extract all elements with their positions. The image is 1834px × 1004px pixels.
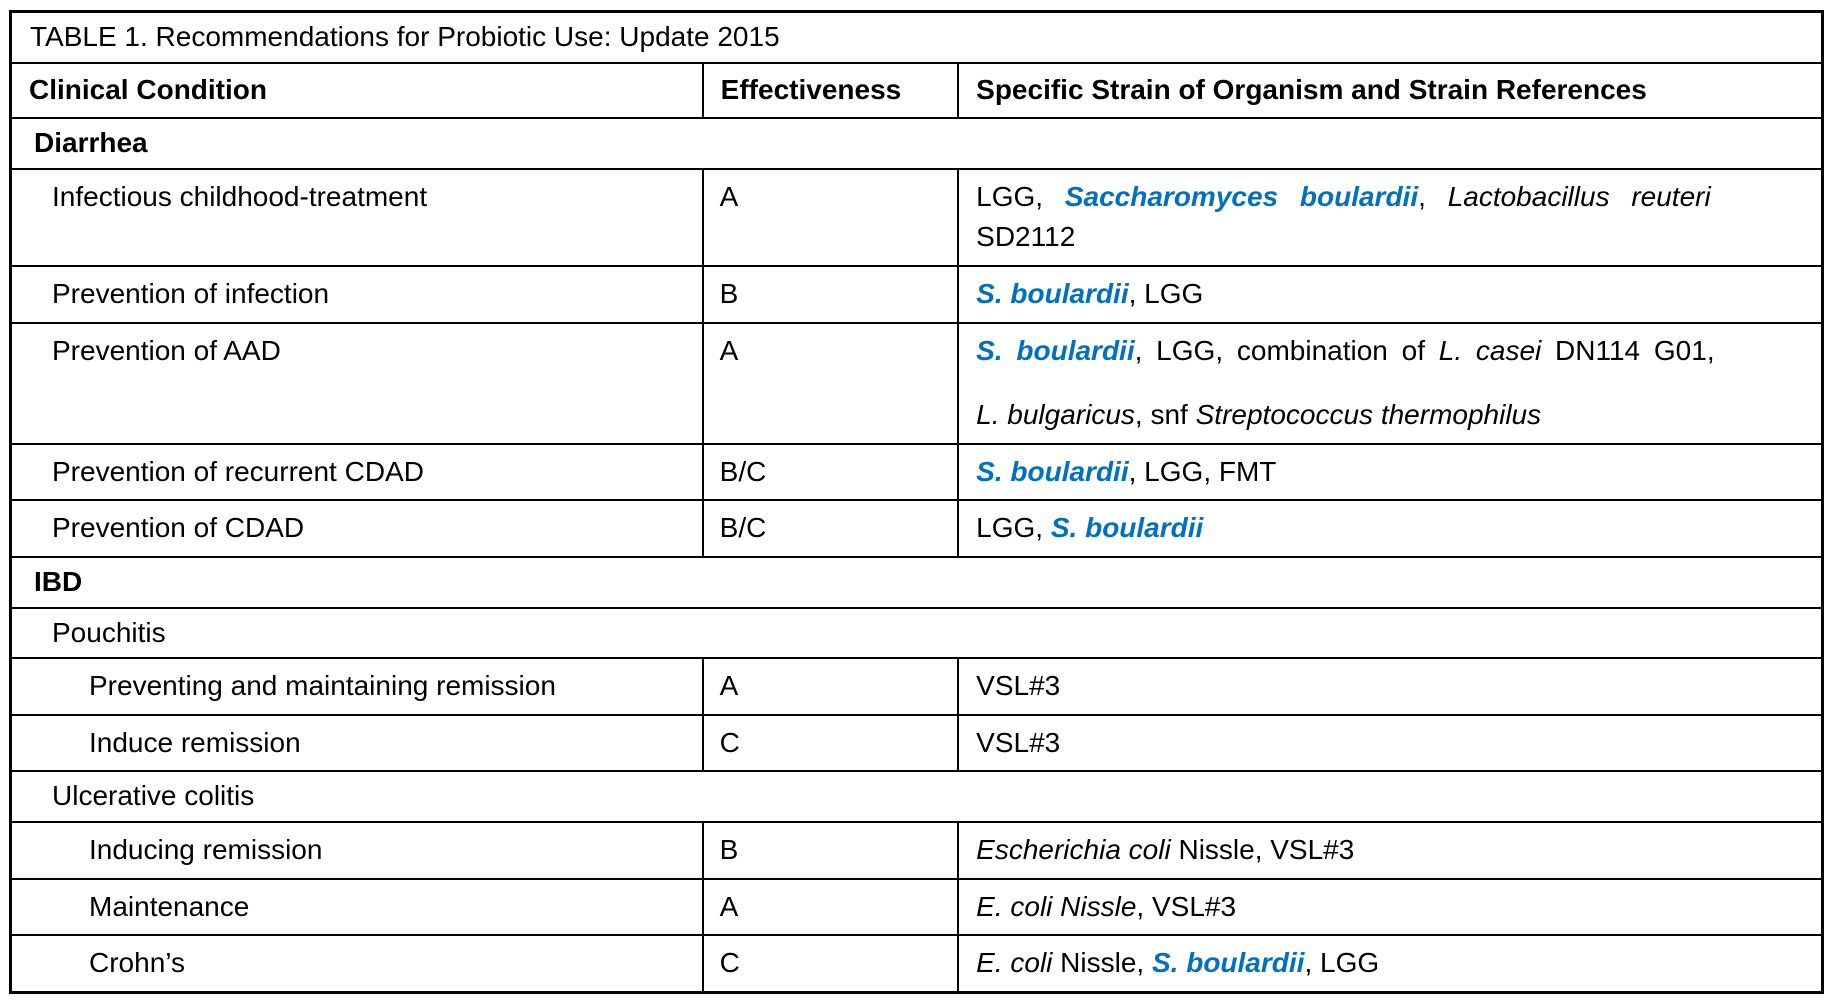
table-row: Induce remission C VSL#3	[9, 713, 1824, 773]
effectiveness-cell: A	[701, 877, 960, 937]
table-title-row: TABLE 1. Recommendations for Probiotic U…	[9, 10, 1824, 64]
section-label: Ulcerative colitis	[9, 770, 1824, 823]
strain-text: , LGG, combination of	[1134, 334, 1439, 366]
condition-cell: Inducing remission	[9, 820, 704, 880]
section-row: Ulcerative colitis	[9, 770, 1824, 823]
strain-name-highlighted: S. boulardii	[976, 455, 1129, 487]
column-header-effectiveness: Effectiveness	[701, 61, 960, 120]
strain-text: LGG,	[976, 512, 1051, 544]
strains-cell: Escherichia coli Nissle, VSL#3	[957, 820, 1824, 880]
strain-name-italic: Lactobacillus reuteri	[1447, 180, 1711, 212]
condition-cell: Induce remission	[9, 713, 704, 773]
strain-name-highlighted: S. boulardii	[1151, 947, 1305, 979]
strain-name-italic: Escherichia coli	[976, 833, 1171, 865]
table-row: Maintenance A E. coli Nissle, VSL#3	[9, 877, 1824, 937]
section-label: Diarrhea	[9, 117, 1824, 170]
column-header-specific-strain: Specific Strain of Organism and Strain R…	[957, 61, 1824, 120]
strains-cell: VSL#3	[957, 657, 1824, 716]
strain-text: SD2112	[976, 221, 1076, 253]
strain-name-highlighted: S. boulardii	[976, 277, 1129, 309]
strains-line: E. coli Nissle, S. boulardii, LGG	[976, 943, 1807, 984]
strain-text: VSL#3	[976, 670, 1061, 702]
strain-text: LGG,	[976, 180, 1065, 212]
strain-text: , LGG	[1128, 277, 1204, 309]
condition-cell: Infectious childhood-treatment	[9, 167, 704, 267]
strain-text: , LGG, FMT	[1128, 455, 1277, 487]
section-label: Pouchitis	[9, 606, 1824, 660]
section-label: IBD	[9, 555, 1824, 609]
table-row: Prevention of AAD A S. boulardii, LGG, com…	[9, 321, 1824, 445]
effectiveness-cell: A	[701, 657, 960, 716]
strain-text: VSL#3	[976, 726, 1061, 758]
table-row: Infectious childhood-treatment A LGG, Sacc…	[9, 167, 1824, 267]
effectiveness-cell: C	[701, 934, 960, 994]
strains-line: S. boulardii, LGG, FMT	[976, 452, 1807, 493]
strain-text: ,	[1418, 180, 1448, 212]
effectiveness-cell: A	[701, 167, 960, 267]
section-row: Diarrhea	[9, 117, 1824, 170]
strains-line: Escherichia coli Nissle, VSL#3	[976, 830, 1807, 871]
strain-text: , VSL#3	[1136, 890, 1237, 922]
condition-cell: Maintenance	[9, 877, 704, 937]
section-row: Pouchitis	[9, 606, 1824, 660]
strains-cell: LGG, S. boulardii	[957, 499, 1824, 558]
effectiveness-cell: C	[701, 713, 960, 773]
strains-line: S. boulardii, LGG, combination of L. cas…	[976, 331, 1807, 372]
condition-cell: Prevention of CDAD	[9, 499, 704, 558]
strain-name-italic: L. bulgaricus	[976, 399, 1135, 431]
effectiveness-cell: B/C	[701, 499, 960, 558]
strain-name-italic: L. casei	[1438, 334, 1542, 366]
strain-name-highlighted: S. boulardii	[976, 334, 1135, 366]
strains-cell: S. boulardii, LGG, FMT	[957, 442, 1824, 502]
strains-cell: LGG, Saccharomyces boulardii, Lactobacil…	[957, 167, 1824, 267]
table-title: TABLE 1. Recommendations for Probiotic U…	[9, 10, 1824, 64]
effectiveness-cell: B	[701, 264, 960, 324]
strain-name-highlighted: S. boulardii	[1050, 512, 1204, 544]
effectiveness-cell: A	[701, 321, 960, 445]
column-header-clinical-condition: Clinical Condition	[9, 61, 704, 120]
strain-name-highlighted: Saccharomyces boulardii	[1064, 180, 1419, 212]
condition-cell: Prevention of AAD	[9, 321, 704, 445]
strains-line: LGG, S. boulardii	[976, 508, 1807, 549]
strains-cell: E. coli Nissle, S. boulardii, LGG	[957, 934, 1824, 994]
strains-line: S. boulardii, LGG	[976, 274, 1807, 315]
strains-line: L. bulgaricus, snf Streptococcus thermop…	[976, 395, 1807, 436]
strain-name-italic: Streptococcus thermophilus	[1195, 399, 1542, 431]
strains-cell: E. coli Nissle, VSL#3	[957, 877, 1824, 937]
table-row: Preventing and maintaining remission A VSL…	[9, 657, 1824, 716]
strains-cell: S. boulardii, LGG	[957, 264, 1824, 324]
effectiveness-cell: B	[701, 820, 960, 880]
strains-line: LGG, Saccharomyces boulardii, Lactobacil…	[976, 177, 1807, 218]
condition-cell: Prevention of infection	[9, 264, 704, 324]
strain-text: DN114 G01,	[1541, 334, 1715, 366]
table-row: Prevention of CDAD B/C LGG, S. boulardii	[9, 499, 1824, 558]
table-row: Crohn’s C E. coli Nissle, S. boulardii, LG…	[9, 934, 1824, 994]
table-row: Inducing remission B Escherichia coli Niss…	[9, 820, 1824, 880]
table-header-row: Clinical Condition Effectiveness Specifi…	[9, 61, 1824, 120]
strains-cell: S. boulardii, LGG, combination of L. cas…	[957, 321, 1824, 445]
table-row: Prevention of infection B S. boulardii, LG…	[9, 264, 1824, 324]
strain-text: Nissle, VSL#3	[1170, 833, 1355, 865]
condition-cell: Preventing and maintaining remission	[9, 657, 704, 716]
section-row: IBD	[9, 555, 1824, 609]
strains-cell: VSL#3	[957, 713, 1824, 773]
table-body: Diarrhea Infectious childhood-treatment A L…	[9, 117, 1824, 994]
condition-cell: Crohn’s	[9, 934, 704, 994]
strains-line: SD2112	[976, 217, 1807, 258]
effectiveness-cell: B/C	[701, 442, 960, 502]
strains-line: VSL#3	[976, 666, 1807, 707]
strains-line: VSL#3	[976, 723, 1807, 764]
strain-text: , LGG	[1304, 947, 1380, 979]
strain-text: Nissle,	[1052, 947, 1152, 979]
probiotic-recommendations-table: TABLE 1. Recommendations for Probiotic U…	[9, 10, 1824, 994]
strain-name-italic: E. coli	[976, 947, 1053, 979]
condition-cell: Prevention of recurrent CDAD	[9, 442, 704, 502]
strains-line: E. coli Nissle, VSL#3	[976, 887, 1807, 928]
table-row: Prevention of recurrent CDAD B/C S. boular…	[9, 442, 1824, 502]
strain-text: , snf	[1134, 399, 1196, 431]
strain-name-italic: E. coli Nissle	[976, 890, 1137, 922]
